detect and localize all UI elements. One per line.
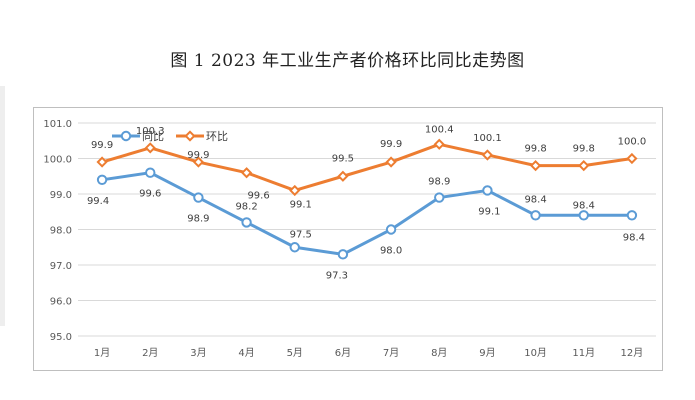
data-label: 100.0: [618, 137, 647, 148]
data-point-mom: [337, 170, 349, 182]
data-label: 100.1: [473, 133, 502, 144]
data-label: 99.9: [187, 150, 209, 161]
chart-frame: 95.0 96.0 97.0 98.0 99.0 100.0 101.0 1月 2月 3月 4月 5月…: [33, 107, 663, 371]
x-tick-label: 7月: [383, 347, 399, 359]
x-tick-label: 9月: [479, 347, 495, 359]
data-label: 100.3: [136, 126, 165, 137]
data-label: 99.6: [139, 189, 161, 200]
x-tick-label: 3月: [190, 347, 206, 359]
legend-label: 环比: [206, 130, 228, 143]
x-tick-label: 10月: [524, 347, 547, 359]
legend-marker-circle: [120, 130, 132, 142]
x-tick-label: 2月: [142, 347, 158, 359]
data-point-mom: [192, 156, 205, 168]
y-tick-label: 96.0: [50, 297, 72, 308]
x-tick-label: 4月: [238, 347, 254, 359]
data-point-mom: [433, 138, 445, 150]
data-point-yoy: [241, 217, 252, 228]
data-label: 97.3: [326, 270, 348, 281]
x-tick-label: 12月: [621, 347, 644, 359]
line-chart: 95.0 96.0 97.0 98.0 99.0 100.0 101.0 1月 2月 3月 4月 5月…: [43, 119, 656, 359]
data-label: 98.9: [428, 177, 450, 188]
data-label: 98.2: [235, 201, 257, 212]
data-point-mom: [385, 156, 397, 168]
y-tick-label: 97.0: [50, 261, 72, 272]
data-point-yoy: [385, 224, 397, 235]
data-label: 99.6: [247, 191, 269, 202]
series-line-mom: [101, 142, 633, 192]
data-point-mom: [626, 152, 638, 165]
y-tick-label: 98.0: [50, 226, 72, 237]
data-label: 97.5: [290, 229, 312, 240]
data-label: 99.9: [380, 139, 402, 150]
data-label: 99.4: [87, 196, 109, 207]
data-label: 98.0: [380, 246, 402, 257]
data-label: 99.1: [290, 199, 312, 210]
legend-marker-diamond: [184, 130, 196, 142]
y-tick-label: 100.0: [43, 155, 72, 166]
left-edge-bar: [0, 86, 5, 326]
data-point-yoy: [193, 192, 204, 203]
data-label: 99.9: [91, 140, 113, 151]
data-point-yoy: [145, 167, 156, 178]
x-tick-label: 1月: [94, 347, 110, 359]
series-line-yoy: [101, 171, 632, 256]
data-point-yoy: [482, 185, 493, 196]
data-label: 98.9: [187, 214, 209, 225]
data-point-mom: [481, 149, 494, 161]
x-tick-label: 8月: [431, 347, 447, 359]
data-point-mom: [240, 167, 253, 179]
data-label: 98.4: [524, 194, 546, 205]
y-tick-label: 99.0: [50, 190, 72, 201]
data-label: 99.1: [478, 206, 500, 217]
data-label: 99.8: [524, 144, 546, 155]
data-label: 99.5: [332, 153, 354, 164]
x-tick-label: 11月: [572, 347, 595, 359]
data-point-yoy: [530, 210, 541, 221]
data-point-mom: [578, 159, 590, 172]
data-label: 98.4: [573, 200, 595, 211]
data-label: 99.8: [573, 144, 595, 155]
data-point-yoy: [337, 249, 349, 260]
y-tick-label: 95.0: [50, 332, 72, 343]
data-point-yoy: [578, 210, 589, 221]
data-point-mom: [529, 159, 542, 172]
data-point-yoy: [626, 210, 638, 221]
data-point-mom: [289, 184, 301, 197]
data-point-yoy: [96, 174, 108, 186]
x-tick-label: 6月: [335, 347, 351, 359]
x-tick-label: 5月: [287, 347, 303, 359]
data-label: 100.4: [425, 124, 454, 135]
legend-label: 同比: [142, 130, 164, 143]
data-point-yoy: [434, 192, 445, 203]
data-point-yoy: [289, 242, 300, 253]
page-title: 图 1 2023 年工业生产者价格环比同比走势图: [170, 51, 525, 71]
data-label: 98.4: [623, 232, 645, 243]
data-point-mom: [96, 156, 108, 168]
data-point-mom: [144, 142, 156, 154]
y-tick-label: 101.0: [43, 119, 72, 130]
